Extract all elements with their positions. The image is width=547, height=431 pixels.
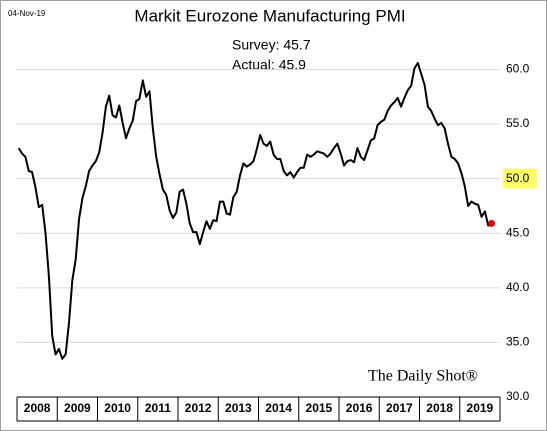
y-tick-label: 30.0 xyxy=(506,389,530,403)
x-tick-label: 2014 xyxy=(265,401,292,415)
x-tick-label: 2013 xyxy=(225,401,252,415)
y-tick-label: 40.0 xyxy=(506,280,530,294)
tick-highlight xyxy=(503,168,537,189)
x-tick-label: 2010 xyxy=(104,401,131,415)
chart-title: Markit Eurozone Manufacturing PMI xyxy=(134,6,405,25)
y-tick-label: 50.0 xyxy=(506,171,530,185)
x-tick-label: 2016 xyxy=(346,401,373,415)
x-tick-label: 2009 xyxy=(64,401,91,415)
last-point xyxy=(488,219,496,227)
x-tick-label: 2008 xyxy=(24,401,51,415)
x-tick-label: 2012 xyxy=(185,401,212,415)
x-tick-label: 2018 xyxy=(426,401,453,415)
y-tick-label: 45.0 xyxy=(506,225,530,239)
annotation: Survey: 45.7 xyxy=(232,37,311,53)
x-tick-label: 2011 xyxy=(145,401,171,415)
y-tick-label: 60.0 xyxy=(506,62,530,76)
y-tick-label: 55.0 xyxy=(506,116,530,130)
line xyxy=(17,61,493,360)
y-tick-label: 35.0 xyxy=(506,335,530,349)
x-tick-label: 2015 xyxy=(306,401,333,415)
date-label: 04-Nov-19 xyxy=(8,9,46,18)
x-tick-label: 2019 xyxy=(467,401,494,415)
watermark: The Daily Shot® xyxy=(368,368,478,385)
x-tick-label: 2017 xyxy=(386,401,413,415)
annotation: Actual: 45.9 xyxy=(232,57,306,73)
